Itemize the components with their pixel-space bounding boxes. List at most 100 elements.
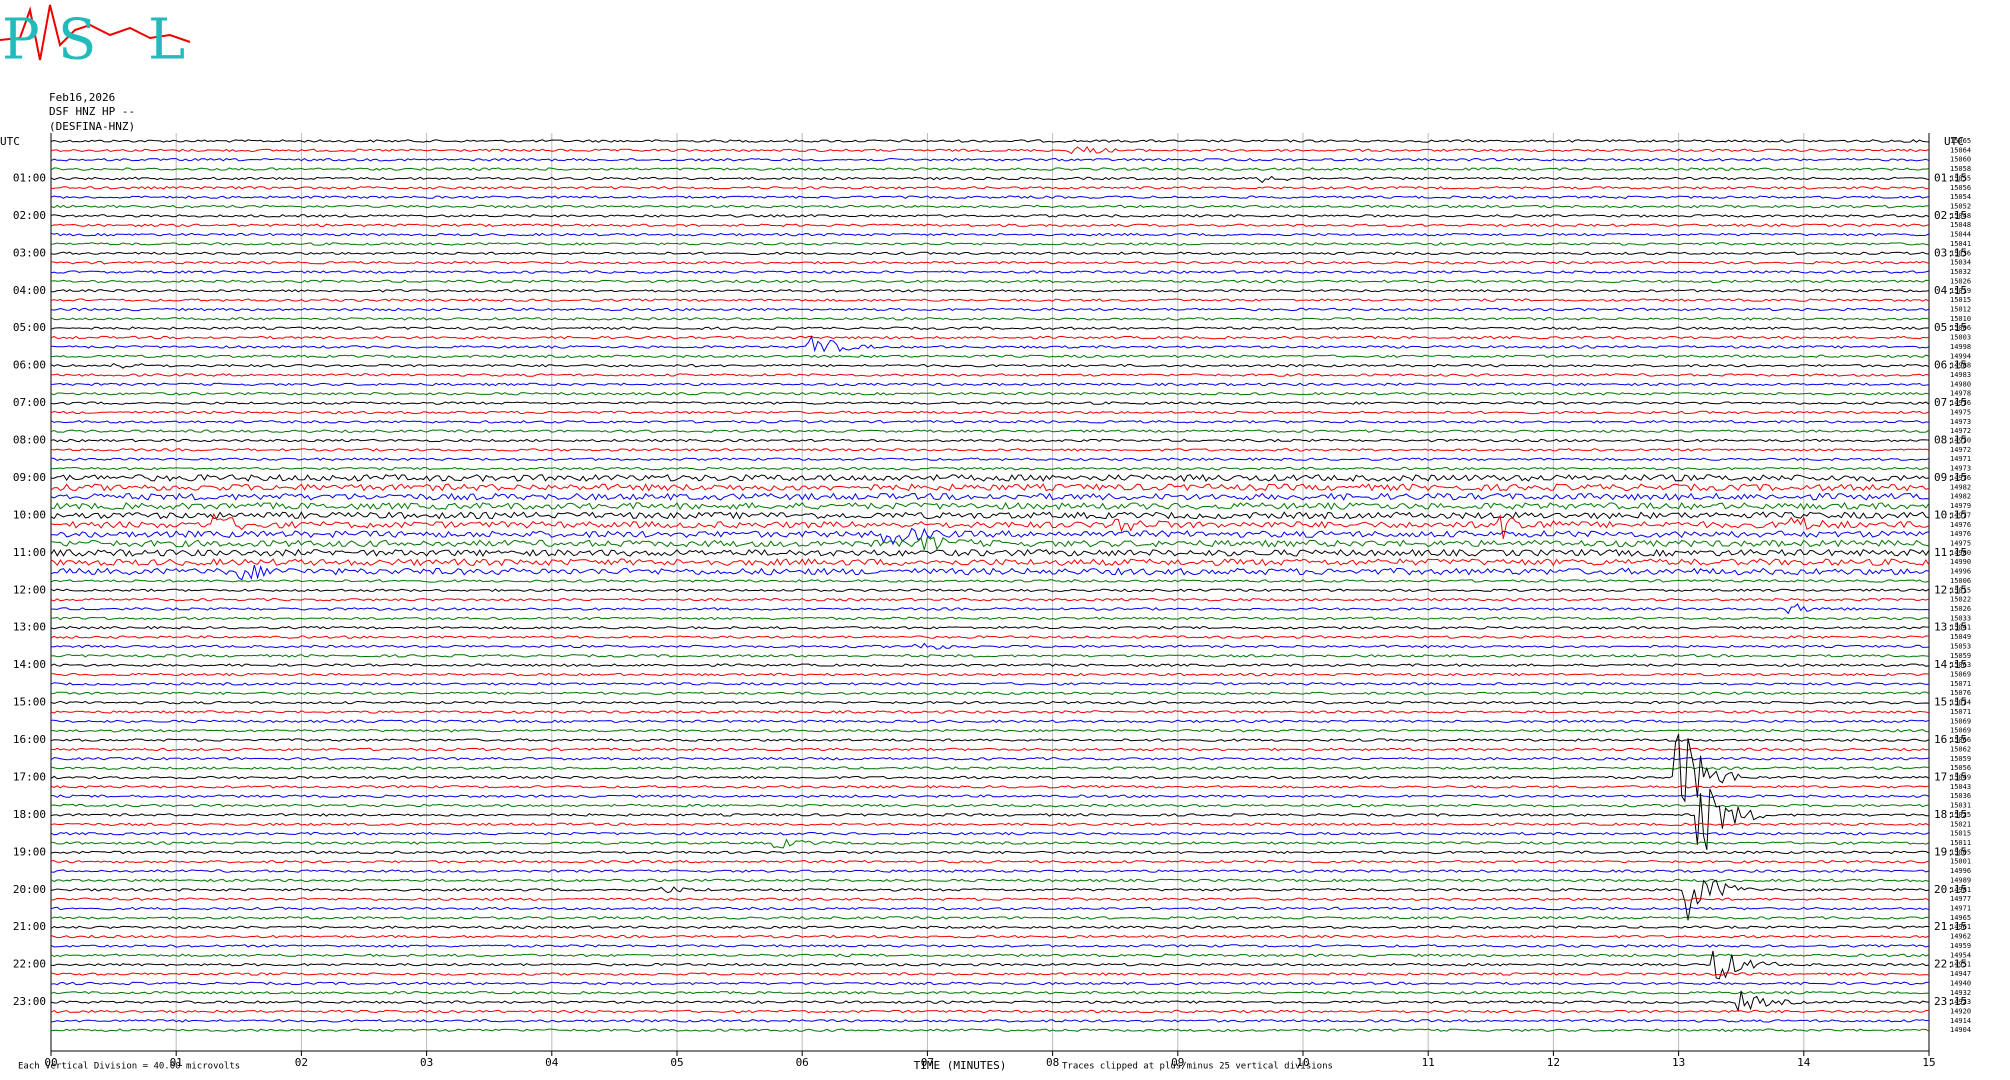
x-axis-title: TIME (MINUTES) (914, 1059, 1007, 1072)
trace (50, 788, 1929, 851)
trace-offset: 14996 (1950, 867, 1971, 875)
trace-offset: 14998 (1950, 343, 1971, 351)
traces (50, 139, 1930, 1032)
trace (50, 157, 1930, 162)
trace-offset: 14914 (1950, 1017, 1971, 1025)
right-title: UTC (1944, 135, 1964, 148)
trace (50, 822, 1930, 827)
left-title: UTC (0, 135, 20, 148)
trace (50, 953, 1930, 958)
x-tick-label: 09 (1171, 1056, 1184, 1069)
trace-offset: 15062 (1950, 745, 1971, 753)
trace (50, 307, 1930, 312)
trace (50, 195, 1930, 199)
trace-offset: 15031 (1950, 802, 1971, 810)
x-tick-label: 05 (670, 1056, 683, 1069)
trace-offset: 15066 (1950, 736, 1971, 744)
trace-offset: 14972 (1950, 427, 1971, 435)
trace-offset: 14972 (1950, 446, 1971, 454)
trace (50, 214, 1930, 218)
left-hour-label: 21:00 (13, 920, 46, 933)
right-hour-label: 20:15 (1934, 883, 1967, 896)
left-hour-label: 06:00 (13, 359, 46, 372)
trace-offset: 14977 (1950, 895, 1971, 903)
x-tick-label: 01 (170, 1056, 183, 1069)
trace (50, 850, 1930, 855)
left-hour-label: 18:00 (13, 808, 46, 821)
trace (50, 925, 1930, 929)
trace (50, 391, 1930, 396)
trace-offset: 15036 (1950, 792, 1971, 800)
trace (50, 279, 1930, 284)
trace-offset: 15059 (1950, 755, 1971, 763)
trace (50, 362, 1930, 369)
trace (50, 548, 1930, 558)
trace (50, 326, 1930, 330)
clip-note: Traces clipped at plus/minus 25 vertical… (1062, 1062, 1333, 1072)
trace (50, 335, 1930, 353)
trace-offset: 14954 (1950, 951, 1971, 959)
trace-offset: 14970 (1950, 437, 1971, 445)
right-hour-label: 21:15 (1934, 920, 1967, 933)
trace-offset: 14965 (1950, 914, 1971, 922)
trace-offset: 15025 (1950, 811, 1971, 819)
trace-offset: 14973 (1950, 465, 1971, 473)
x-tick-label: 13 (1672, 1056, 1685, 1069)
trace (50, 410, 1930, 415)
trace-offset: 15044 (1950, 231, 1971, 239)
trace (50, 289, 1930, 293)
trace-offset: 15048 (1950, 221, 1971, 229)
trace-offset: 15012 (1950, 305, 1971, 313)
trace-offset: 15059 (1950, 652, 1971, 660)
trace (50, 672, 1930, 677)
trace-offset: 14976 (1950, 521, 1971, 529)
left-hour-label: 16:00 (13, 733, 46, 746)
right-hour-label: 14:15 (1934, 658, 1967, 671)
logo-letter: L (148, 8, 185, 73)
left-hour-label: 11:00 (13, 546, 46, 559)
x-tick-label: 10 (1296, 1056, 1309, 1069)
trace-offset: 14989 (1950, 876, 1971, 884)
right-hour-label: 19:15 (1934, 845, 1967, 858)
trace (50, 1009, 1930, 1014)
trace-offset: 15041 (1950, 240, 1971, 248)
trace (50, 1028, 1930, 1032)
trace (50, 663, 1930, 667)
trace (50, 597, 1930, 602)
logo-letter: P (2, 8, 40, 73)
trace (50, 588, 1930, 593)
right-hour-label: 08:15 (1934, 434, 1967, 447)
trace-offset: 14975 (1950, 408, 1971, 416)
trace-offset: 15015 (1950, 296, 1971, 304)
trace-offset: 15021 (1950, 820, 1971, 828)
trace (50, 242, 1930, 246)
trace-offset: 15034 (1950, 259, 1971, 267)
left-hour-label: 20:00 (13, 883, 46, 896)
trace-offset: 15064 (1950, 146, 1971, 154)
trace (50, 838, 1930, 849)
trace (50, 981, 1930, 986)
trace-offset: 14988 (1950, 362, 1971, 370)
trace-offset: 14996 (1950, 568, 1971, 576)
trace-offset: 15069 (1950, 727, 1971, 735)
trace (50, 175, 1930, 184)
trace (50, 1019, 1930, 1023)
date: Feb16,2026 (49, 91, 115, 104)
trace-offset: 14976 (1950, 399, 1971, 407)
trace-offset: 15069 (1950, 717, 1971, 725)
trace-offset: 15076 (1950, 689, 1971, 697)
trace-offset: 15011 (1950, 839, 1971, 847)
trace (50, 906, 1930, 911)
trace (50, 691, 1930, 696)
trace-offset: 15022 (1950, 596, 1971, 604)
left-hour-label: 07:00 (13, 396, 46, 409)
right-hour-label: 17:15 (1934, 770, 1967, 783)
right-hour-label: 11:15 (1934, 546, 1967, 559)
trace (50, 251, 1930, 256)
trace (50, 700, 1930, 705)
trace-offset: 15036 (1950, 249, 1971, 257)
trace-offset: 15026 (1950, 277, 1971, 285)
trace-offset: 14976 (1950, 530, 1971, 538)
x-tick-label: 07 (921, 1056, 934, 1069)
right-hour-label: 07:15 (1934, 396, 1967, 409)
